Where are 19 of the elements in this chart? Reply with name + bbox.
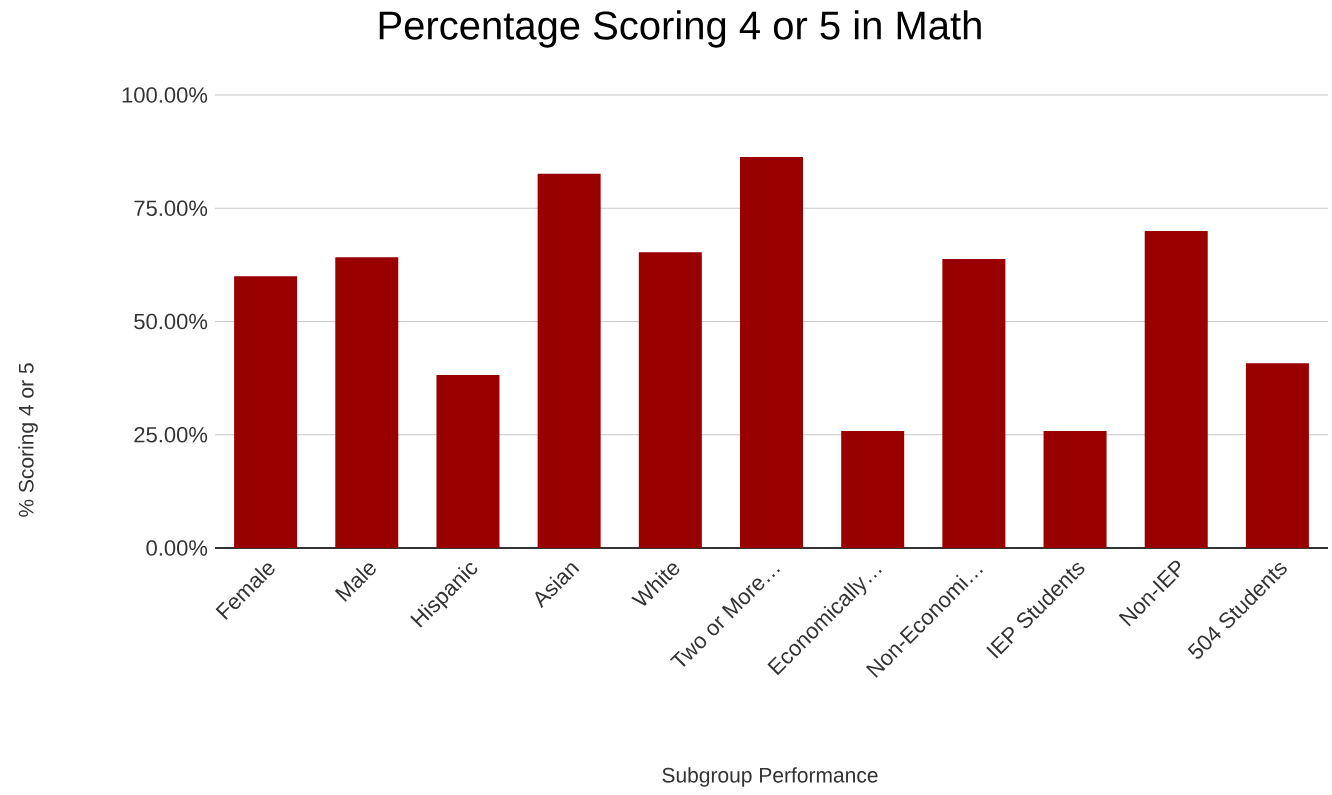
- bar: [436, 374, 500, 548]
- bar: [1043, 431, 1107, 548]
- y-tick-label: 0.00%: [146, 540, 208, 556]
- bar: [335, 257, 399, 548]
- bar: [537, 173, 601, 548]
- bar: [841, 431, 905, 548]
- y-tick-label: 100.00%: [122, 87, 208, 103]
- bar: [638, 252, 702, 548]
- bar: [1245, 363, 1309, 548]
- bar: [740, 157, 804, 548]
- y-tick-label: 75.00%: [134, 200, 208, 217]
- bar: [942, 258, 1006, 548]
- chart-title: Percentage Scoring 4 or 5 in Math: [379, 10, 981, 48]
- x-axis-title: Subgroup Performance: [662, 767, 878, 787]
- bar: [234, 276, 298, 548]
- y-tick-label: 50.00%: [134, 313, 208, 330]
- y-tick-label: 25.00%: [134, 426, 208, 443]
- y-axis-title: % Scoring 4 or 5: [18, 363, 38, 517]
- bar: [1144, 230, 1208, 548]
